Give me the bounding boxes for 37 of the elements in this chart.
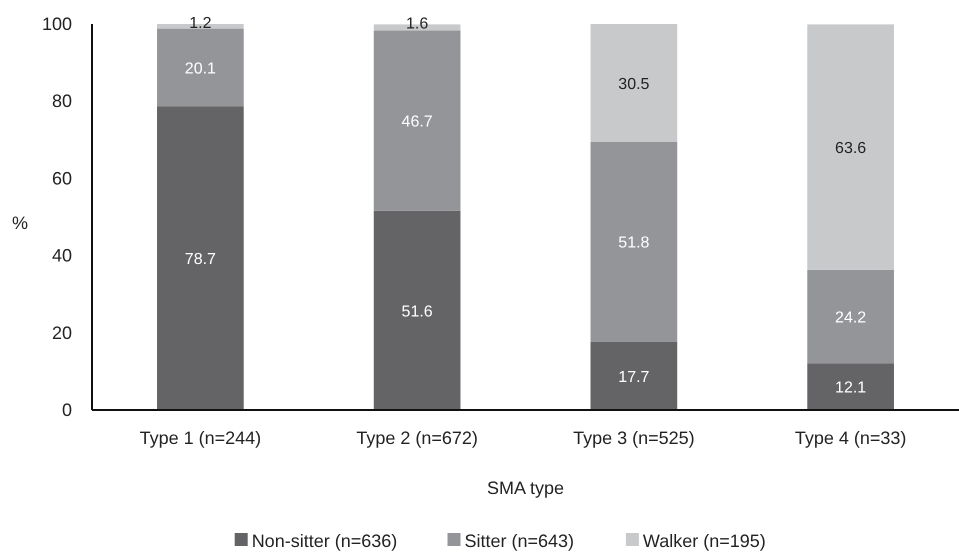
data-label: 78.7 bbox=[184, 251, 216, 268]
data-label: 63.6 bbox=[835, 140, 866, 158]
bar bbox=[590, 342, 678, 410]
bar bbox=[807, 24, 894, 270]
y-axis-title: % bbox=[12, 213, 28, 233]
bar bbox=[374, 30, 460, 211]
bar bbox=[590, 24, 678, 142]
data-label: 1.2 bbox=[189, 15, 212, 32]
y-tick-label: 100 bbox=[42, 14, 72, 34]
data-label: 17.7 bbox=[618, 368, 650, 386]
x-tick-label: Type 2 (n=672) bbox=[356, 428, 478, 448]
bar bbox=[590, 142, 678, 342]
data-label: 46.7 bbox=[402, 114, 433, 131]
bar bbox=[157, 28, 244, 106]
data-label: 1.6 bbox=[406, 15, 428, 32]
data-label: 30.5 bbox=[618, 76, 650, 93]
legend-label: Walker (n=195) bbox=[642, 531, 766, 551]
y-tick-label: 20 bbox=[52, 322, 72, 343]
bar bbox=[807, 363, 894, 410]
data-label: 20.1 bbox=[184, 60, 216, 78]
bar bbox=[374, 210, 460, 410]
y-tick-label: 40 bbox=[52, 246, 72, 266]
x-tick-label: Type 3 (n=525) bbox=[573, 428, 695, 448]
data-label: 51.8 bbox=[618, 234, 650, 252]
y-tick-label: 0 bbox=[62, 400, 72, 420]
legend-label: Non-sitter (n=636) bbox=[252, 531, 398, 551]
bar bbox=[157, 106, 244, 410]
x-tick-label: Type 4 (n=33) bbox=[794, 428, 906, 448]
data-label: 51.6 bbox=[402, 303, 433, 320]
x-axis-title: SMA type bbox=[486, 478, 564, 498]
y-tick-label: 80 bbox=[52, 91, 72, 112]
data-label: 12.1 bbox=[835, 380, 866, 397]
x-tick-label: Type 1 (n=244) bbox=[140, 428, 262, 448]
data-label: 24.2 bbox=[835, 310, 866, 327]
legend-label: Sitter (n=643) bbox=[464, 531, 574, 551]
y-tick-label: 60 bbox=[52, 168, 72, 188]
bar bbox=[807, 270, 894, 364]
